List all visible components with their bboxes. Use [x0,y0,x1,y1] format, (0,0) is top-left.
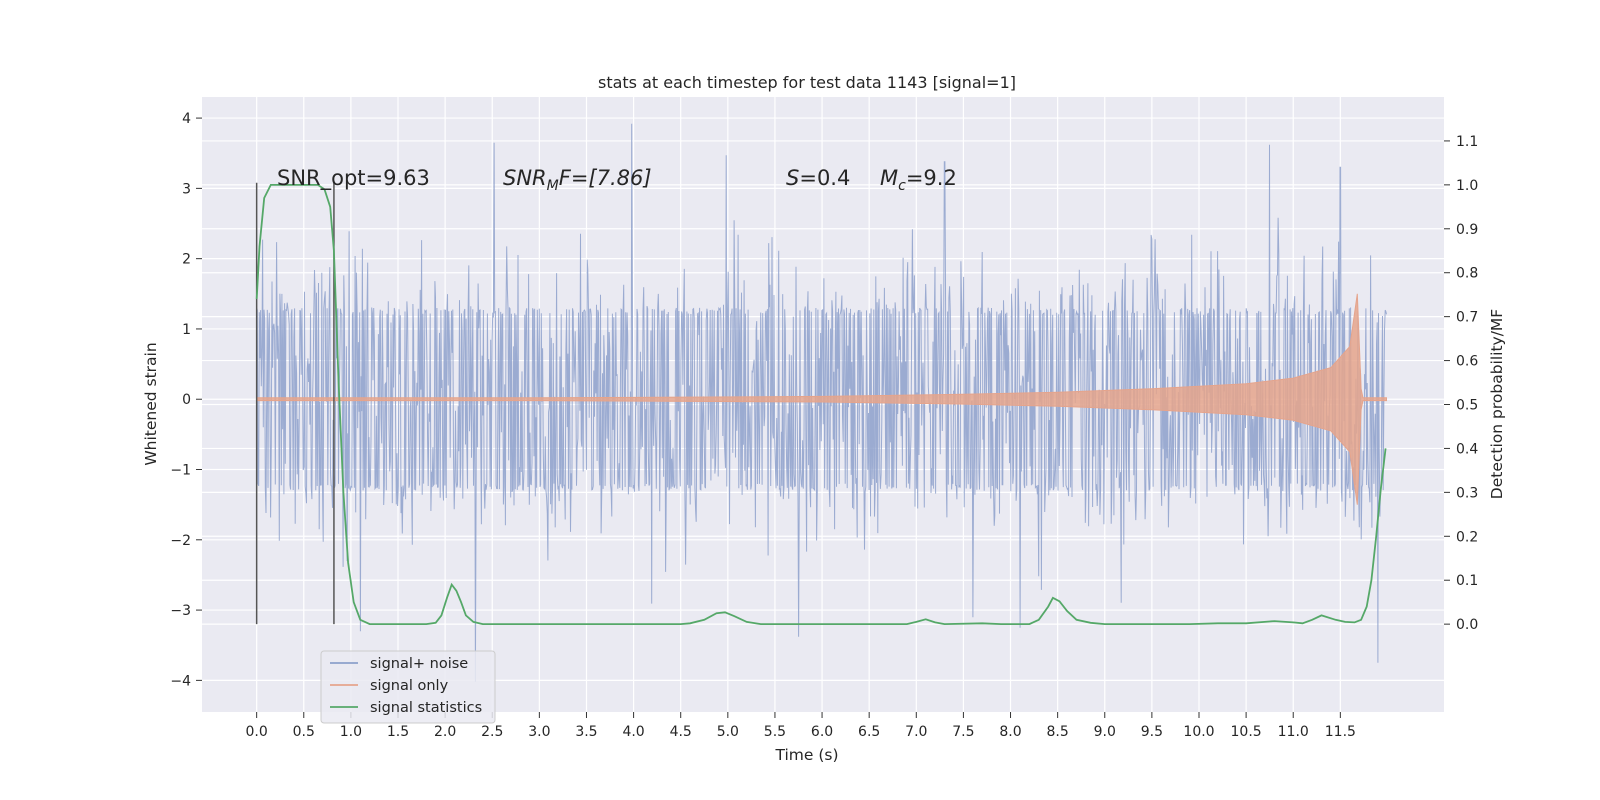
mc-sub: c [898,178,906,194]
legend-box [320,650,496,724]
signal-only-envelope [256,293,1387,505]
legend-label-signal-only: signal only [370,678,449,694]
x-tick-label: 3.5 [575,724,597,740]
x-tick-label: 2.0 [434,724,456,740]
snr-mf-prefix: SNR [503,166,547,190]
y-axis-label-left: Whitened strain [142,342,160,465]
y-axis-label-right: Detection probability/MF [1488,309,1506,500]
y-tick-label-left: −3 [170,603,191,619]
x-tick-label: 3.0 [528,724,550,740]
y-ticks-left: −4 −3 −2 −1 0 1 2 3 4 [170,111,202,689]
y-tick-label-left: 2 [182,252,191,268]
annotation-snr-mf: SNRMF=[7.86] [503,166,652,194]
x-tick-label: 5.0 [717,724,739,740]
x-ticks: 0.0 0.5 1.0 1.5 2.0 2.5 3.0 3.5 4.0 4.5 5.0 5.5 6.0 6… [246,712,1356,740]
series-signal-only [256,293,1387,505]
y-tick-label-right: 0.4 [1456,441,1478,457]
series-signal-noise [256,123,1387,682]
annotation-chirp-mass: Mc=9.2 [880,166,957,194]
x-tick-label: 9.0 [1094,724,1116,740]
x-tick-label: 11.0 [1278,724,1309,740]
legend: signal+ noise signal only signal statist… [320,650,496,724]
x-tick-label: 5.5 [764,724,786,740]
x-tick-label: 0.0 [246,724,268,740]
x-tick-label: 1.0 [340,724,362,740]
x-tick-label: 4.5 [670,724,692,740]
mc-value: =9.2 [906,166,957,190]
series-signal-statistics [255,184,1387,626]
y-tick-label-right: 0.2 [1456,529,1478,545]
y-tick-label-left: 3 [182,181,191,197]
x-tick-label: 1.5 [387,724,409,740]
y-tick-label-right: 0.5 [1456,398,1478,414]
signal-statistics-line [255,184,1387,626]
y-tick-label-left: −1 [170,463,191,479]
legend-label-signal-statistics: signal statistics [370,700,482,716]
plot-content [255,123,1387,682]
y-ticks-right: 0.0 0.1 0.2 0.3 0.4 0.5 0.6 0.7 0.8 0.9 1.0 1.1 [1444,134,1478,633]
y-tick-label-left: −2 [170,533,191,549]
x-tick-label: 8.5 [1047,724,1069,740]
annotation-spin: S=0.4 [786,166,850,190]
legend-label-signal-noise: signal+ noise [370,656,468,672]
spin-symbol: S [786,166,799,190]
x-tick-label: 6.5 [858,724,880,740]
x-tick-label: 0.5 [293,724,315,740]
y-tick-label-left: −4 [170,673,191,689]
x-tick-label: 8.0 [999,724,1021,740]
x-tick-label: 4.0 [622,724,644,740]
y-tick-label-right: 1.0 [1456,178,1478,194]
y-tick-label-left: 1 [182,322,191,338]
x-tick-label: 2.5 [481,724,503,740]
y-tick-label-left: 4 [182,111,191,127]
y-tick-label-right: 0.7 [1456,310,1478,326]
x-tick-label: 10.0 [1183,724,1214,740]
y-tick-label-right: 0.8 [1456,266,1478,282]
x-tick-label: 10.5 [1231,724,1262,740]
y-tick-label-right: 0.1 [1456,573,1478,589]
snr-mf-suffix: F=[7.86] [559,166,652,190]
chart-title: stats at each timestep for test data 114… [598,73,1016,92]
y-tick-label-right: 0.9 [1456,222,1478,238]
y-tick-label-right: 1.1 [1456,134,1478,150]
mc-symbol: M [880,166,898,190]
annotation-snr-opt: SNR_opt=9.63 [277,166,430,191]
spin-value: =0.4 [799,166,850,190]
signal-noise-line [256,123,1387,682]
y-tick-label-left: 0 [182,392,191,408]
x-axis-label: Time (s) [774,746,838,764]
y-tick-label-right: 0.6 [1456,354,1478,370]
x-tick-label: 11.5 [1325,724,1356,740]
snr-mf-sub: M [547,178,559,194]
y-tick-label-right: 0.0 [1456,617,1478,633]
x-tick-label: 9.5 [1141,724,1163,740]
x-tick-label: 7.0 [905,724,927,740]
x-tick-label: 6.0 [811,724,833,740]
y-tick-label-right: 0.3 [1456,485,1478,501]
x-tick-label: 7.5 [952,724,974,740]
